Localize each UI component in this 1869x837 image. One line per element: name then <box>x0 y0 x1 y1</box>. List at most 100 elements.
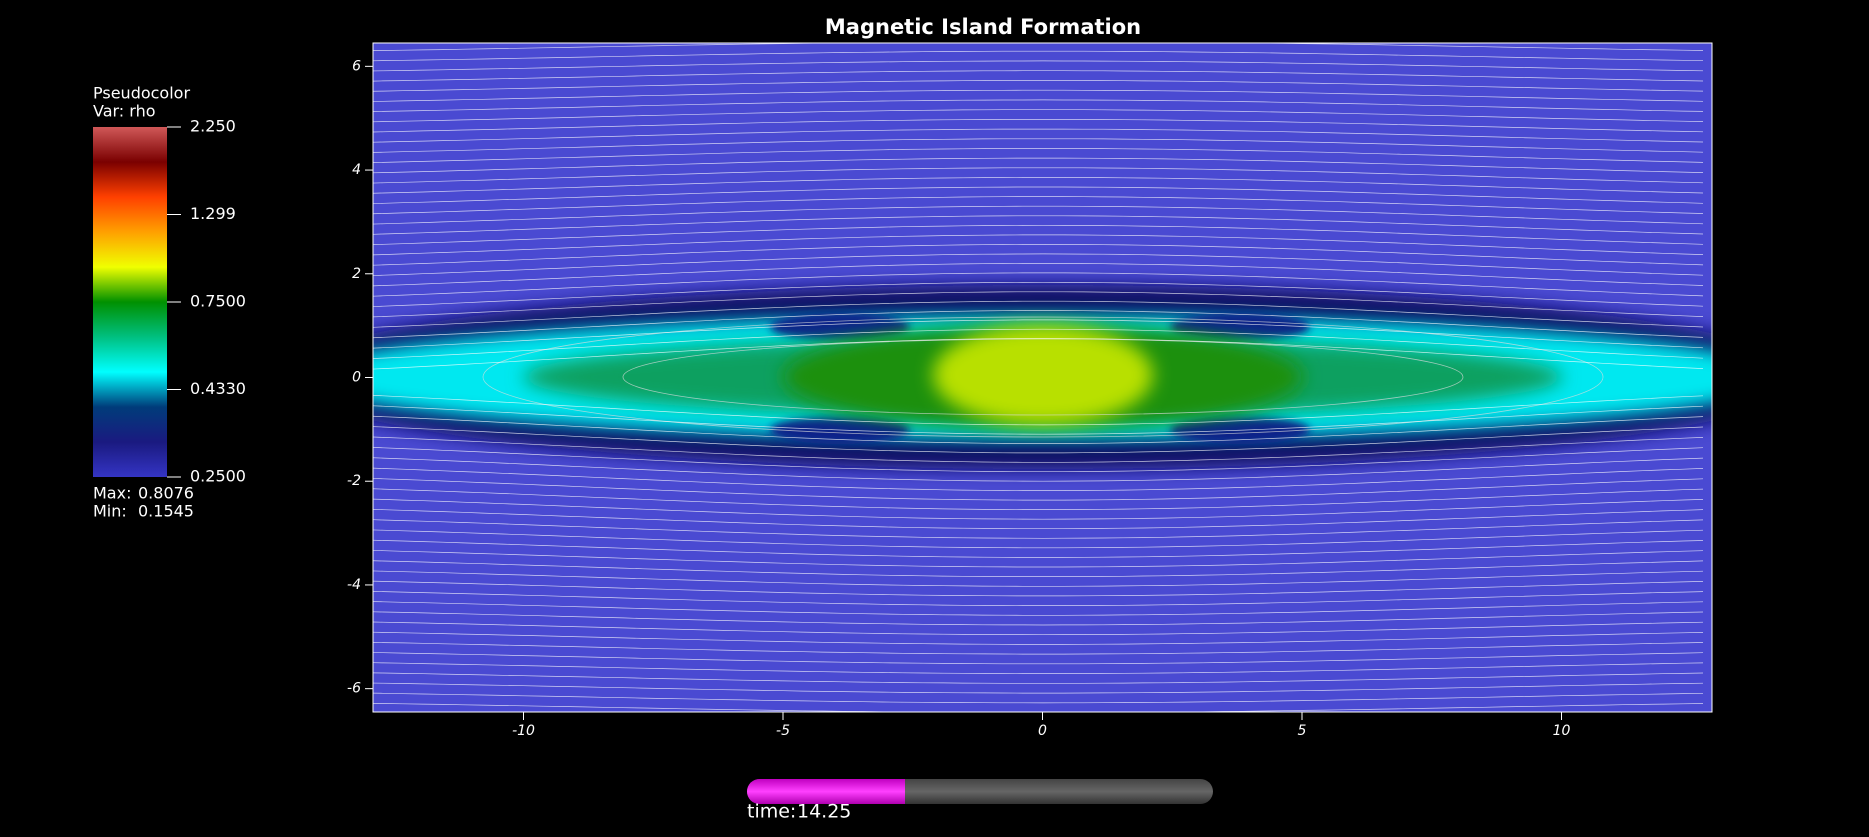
field-line <box>373 498 1704 520</box>
field-line <box>373 692 1704 704</box>
field-line <box>373 272 1704 297</box>
field-line <box>373 128 1704 143</box>
legend-title: Pseudocolor <box>93 84 190 103</box>
field-line <box>373 436 1704 463</box>
flux-surface <box>482 316 1604 438</box>
field-line <box>373 672 1704 684</box>
field-line <box>373 529 1704 549</box>
island-center <box>933 325 1153 425</box>
field-line <box>373 328 1704 359</box>
field-line <box>373 310 1704 339</box>
legend-variable: Var: rho <box>93 102 156 121</box>
field-line <box>373 291 1704 318</box>
field-line <box>373 394 1704 426</box>
field-line <box>373 186 1704 204</box>
field-line <box>373 215 1704 235</box>
field-line <box>373 224 1704 245</box>
y-tick-label: -4 <box>347 577 361 593</box>
time-slider-progress-end <box>880 779 905 804</box>
field-line <box>373 467 1704 491</box>
field-line <box>373 591 1704 606</box>
field-line <box>373 550 1704 568</box>
field-line <box>373 50 1704 62</box>
field-line <box>373 580 1704 597</box>
legend-min: 0.1545 <box>138 502 194 521</box>
legend-max-label: Max: <box>93 484 131 503</box>
x-tick-label: 10 <box>1553 723 1571 739</box>
y-tick-label: 0 <box>352 370 361 386</box>
field-line <box>373 682 1704 694</box>
field-line <box>373 702 1704 712</box>
field-line <box>373 196 1704 215</box>
legend-min-label: Min: <box>93 502 127 521</box>
chart-title: Magnetic Island Formation <box>825 15 1141 39</box>
field-line <box>373 253 1704 276</box>
legend-max: 0.8076 <box>138 484 194 503</box>
colorbar-tick-label: 0.4330 <box>190 379 246 398</box>
field-line <box>373 167 1704 184</box>
y-tick-label: 6 <box>352 58 361 74</box>
y-tick-label: 2 <box>352 266 361 282</box>
field-line <box>373 642 1704 655</box>
field-line <box>373 263 1704 287</box>
time-value: 14.25 <box>797 801 851 823</box>
field-line <box>373 205 1704 225</box>
field-line <box>373 338 1704 370</box>
field-line <box>373 570 1704 587</box>
x-tick-label: 5 <box>1298 723 1307 739</box>
field-line <box>373 119 1704 133</box>
colorbar <box>93 127 167 477</box>
time-label: time: <box>747 801 796 823</box>
field-line <box>373 281 1704 307</box>
field-line <box>373 447 1704 473</box>
y-tick-label: -6 <box>347 681 361 697</box>
field-line <box>373 457 1704 482</box>
field-line <box>373 138 1704 153</box>
field-line <box>373 319 1704 349</box>
field-line <box>373 560 1704 577</box>
y-tick-label: 4 <box>352 162 361 178</box>
field-lines <box>373 43 1704 712</box>
field-line <box>373 89 1704 102</box>
plot-area <box>373 43 1712 712</box>
field-line <box>373 99 1704 112</box>
x-tick-label: -10 <box>512 723 535 739</box>
field-line <box>373 244 1704 266</box>
field-line <box>373 415 1704 444</box>
field-line <box>373 601 1704 616</box>
field-line <box>373 539 1704 558</box>
colorbar-tick-label: 0.7500 <box>190 292 246 311</box>
field-line <box>373 70 1704 82</box>
field-line <box>373 631 1704 645</box>
flux-surface <box>622 338 1464 416</box>
field-line <box>373 80 1704 92</box>
colorbar-tick-label: 2.250 <box>190 117 236 136</box>
field-line <box>373 405 1704 435</box>
field-line <box>373 519 1704 539</box>
field-line <box>373 611 1704 626</box>
colorbar-tick-label: 0.2500 <box>190 467 246 486</box>
field-line <box>373 43 1704 52</box>
field-line <box>373 509 1704 530</box>
field-line <box>373 148 1704 163</box>
y-tick-label: -2 <box>347 473 361 489</box>
field-line <box>373 662 1704 674</box>
field-line <box>373 177 1704 194</box>
field-line <box>373 300 1704 328</box>
island-vortex <box>770 313 910 341</box>
x-tick-label: -5 <box>776 723 790 739</box>
field-line <box>373 621 1704 636</box>
field-line <box>373 426 1704 454</box>
x-tick-label: 0 <box>1038 723 1047 739</box>
time-slider-progress <box>747 779 905 804</box>
island-vortex <box>1170 313 1310 341</box>
field-line <box>373 157 1704 174</box>
field-line <box>373 488 1704 510</box>
field-line <box>373 234 1704 256</box>
colorbar-tick-label: 1.299 <box>190 204 236 223</box>
field-line <box>373 652 1704 665</box>
field-line <box>373 109 1704 123</box>
field-line <box>373 478 1704 501</box>
field-line <box>373 60 1704 72</box>
